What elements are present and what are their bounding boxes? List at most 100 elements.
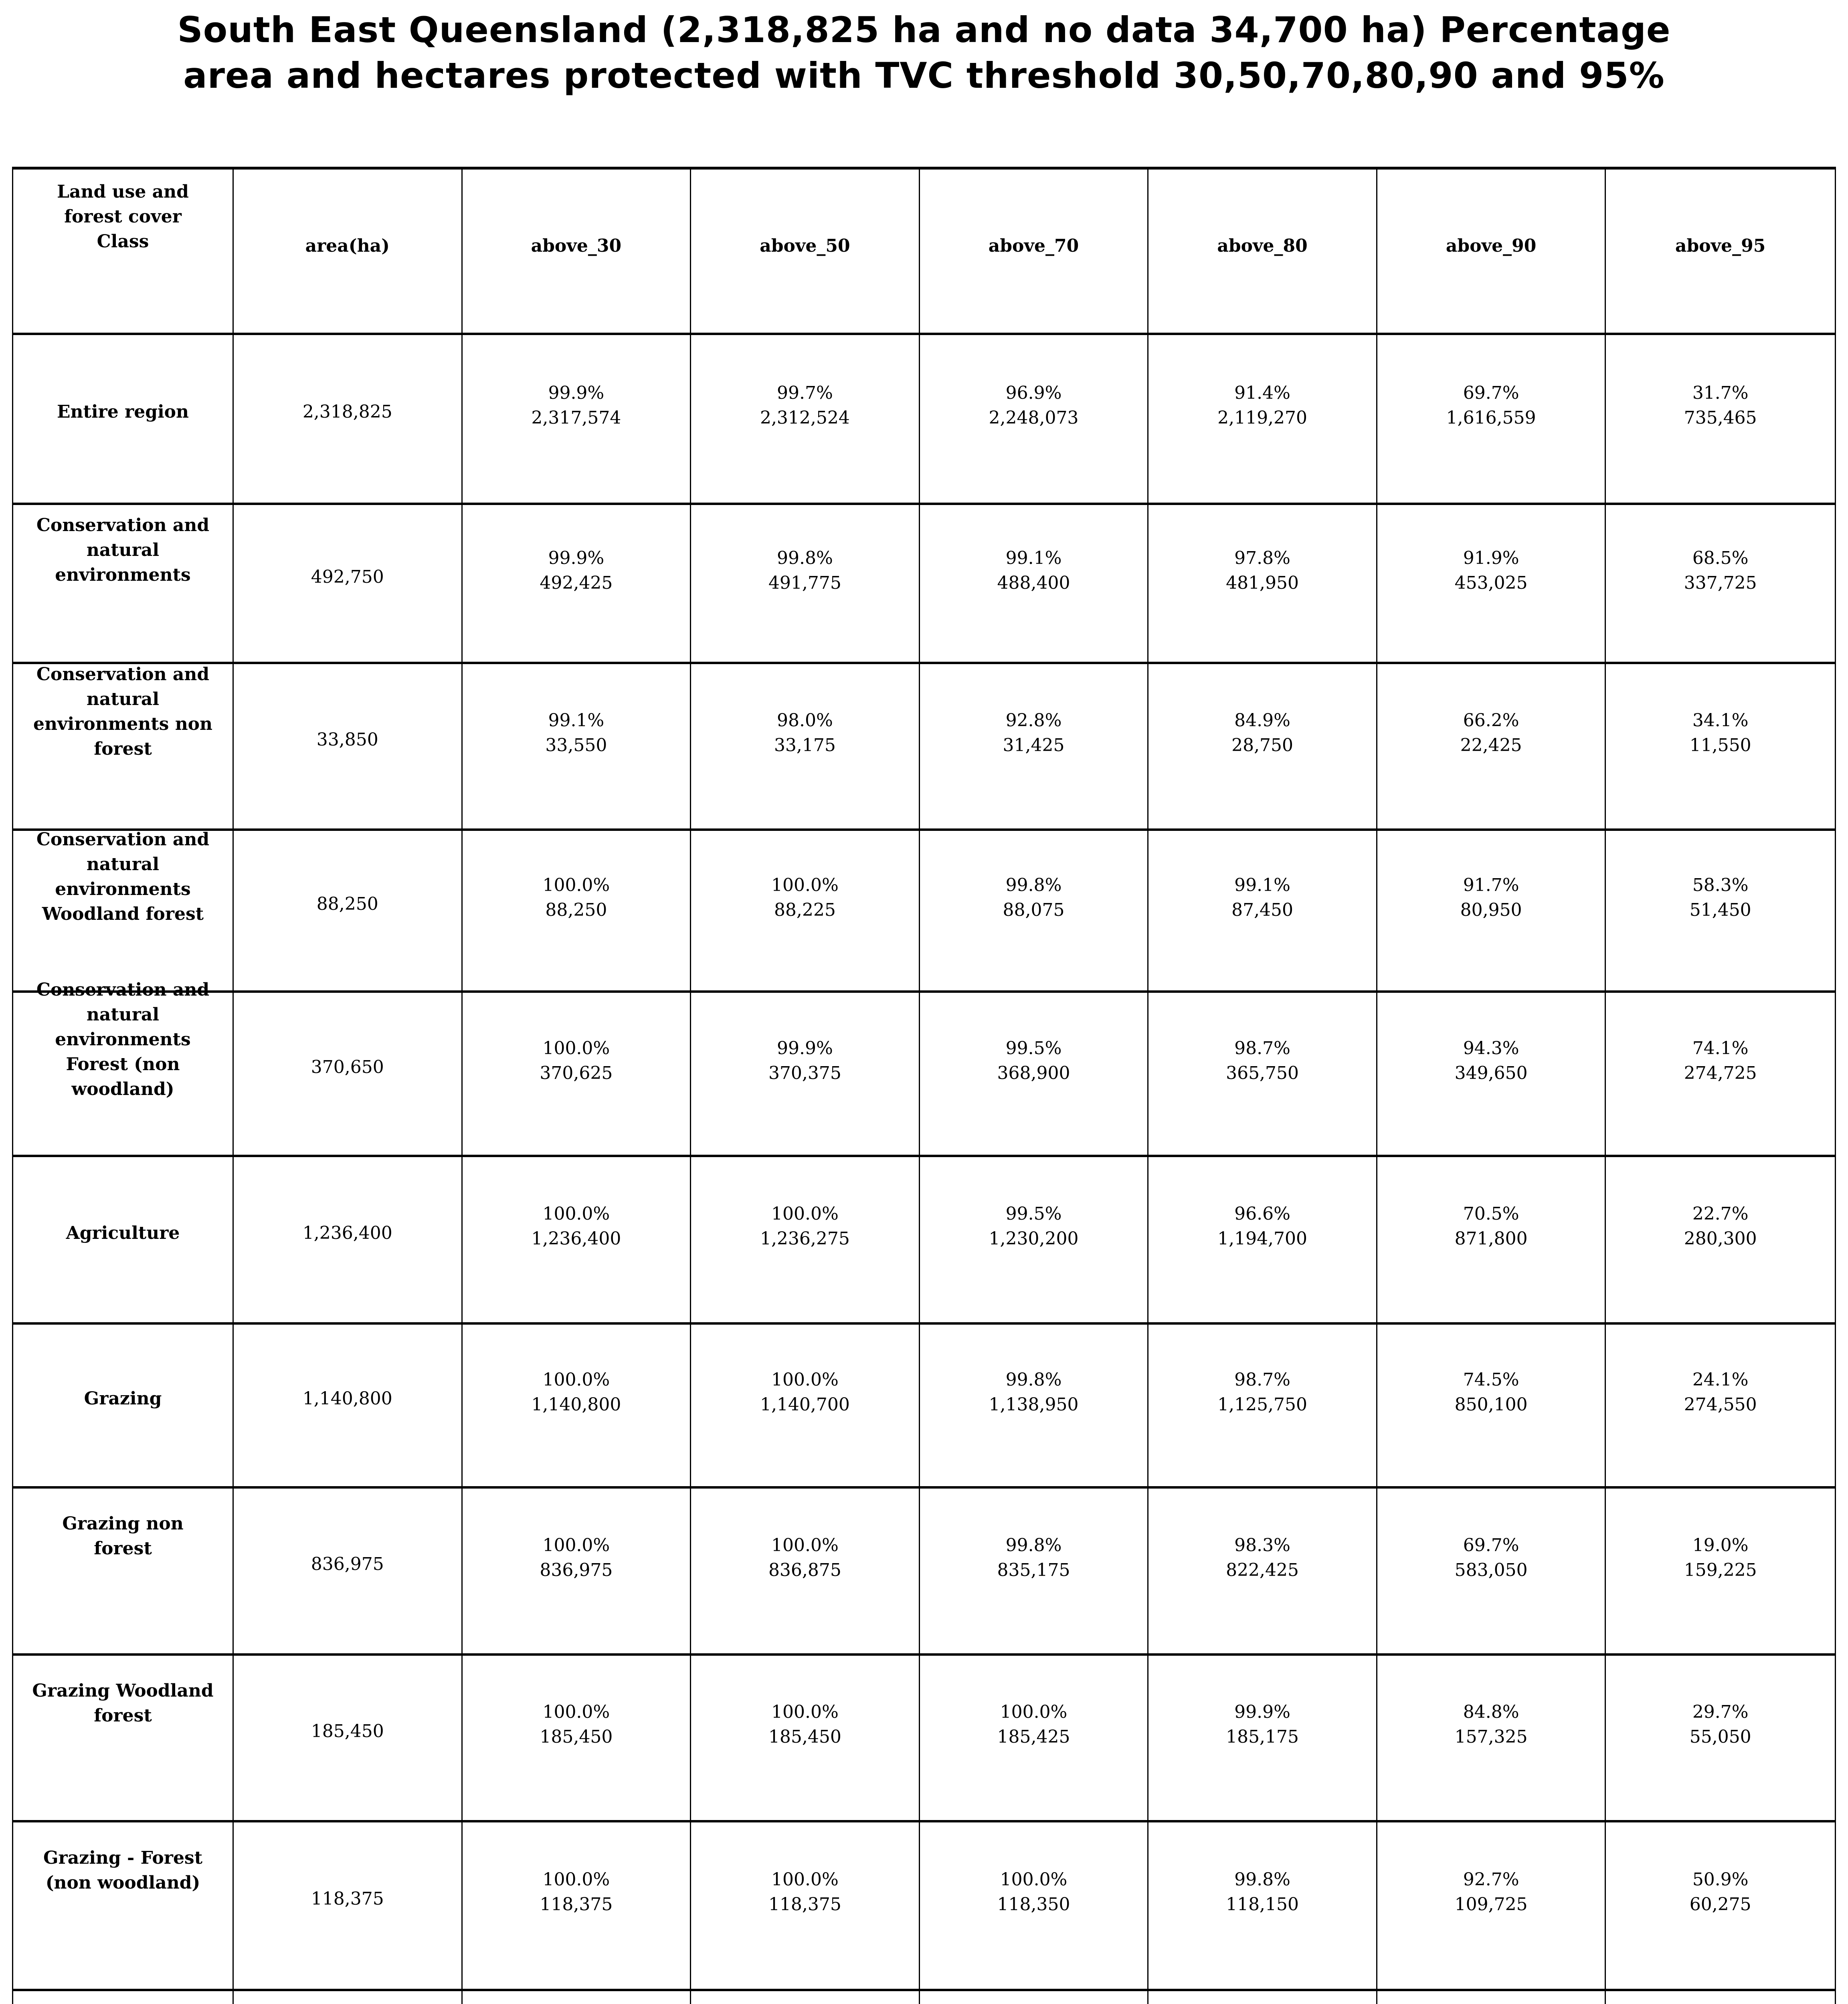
hectares-value: 836,975 xyxy=(540,1560,613,1580)
percent-value: 19.0% xyxy=(1692,1535,1749,1556)
percent-value: 100.0% xyxy=(771,1869,839,1890)
percent-value: 84.8% xyxy=(1463,1702,1519,1723)
value-cell: 74.5% 850,100 xyxy=(1377,1325,1606,1489)
value-cell: 4.1%2,825 xyxy=(1606,1991,1835,2004)
hectares-value: 28,750 xyxy=(1231,735,1294,756)
value-cell: 50.9% 60,275 xyxy=(1606,1822,1835,1991)
hectares-value: 1,230,200 xyxy=(989,1228,1079,1249)
value-cell: 91.9% 453,025 xyxy=(1377,505,1606,664)
area-cell: 69,550 xyxy=(234,1991,463,2004)
col-header-above-30: above_30 xyxy=(462,170,691,335)
percent-value: 96.9% xyxy=(1005,382,1062,403)
row-label: Conservation and natural environments Wo… xyxy=(13,829,234,993)
value-cell: 70.5% 871,800 xyxy=(1377,1157,1606,1325)
hectares-value: 33,175 xyxy=(774,735,836,756)
value-cell: 100.0% 1,140,700 xyxy=(691,1325,920,1489)
col-header-area: area(ha) xyxy=(234,170,463,335)
hectares-value: 157,325 xyxy=(1454,1727,1528,1747)
hectares-value: 2,119,270 xyxy=(1217,407,1308,428)
percent-value: 99.8% xyxy=(777,548,833,569)
percent-value: 98.3% xyxy=(1234,1535,1290,1556)
value-cell: 92.7% 109,725 xyxy=(1377,1822,1606,1991)
value-cell: 69.4%48,250 xyxy=(1148,1991,1377,2004)
hectares-value: 88,075 xyxy=(1003,900,1065,921)
percent-value: 91.7% xyxy=(1463,875,1519,896)
value-cell: 98.0% 33,175 xyxy=(691,664,920,831)
area-cell: 2,318,825 xyxy=(234,335,463,505)
percent-value: 98.0% xyxy=(777,710,833,731)
hectares-value: 33,550 xyxy=(545,735,607,756)
row-label: Grazing Woodland forest xyxy=(13,1656,234,1822)
hectares-value: 185,450 xyxy=(768,1727,841,1747)
value-cell: 99.1% 87,450 xyxy=(1148,831,1377,993)
col-header-above-70: above_70 xyxy=(920,170,1149,335)
hectares-value: 185,450 xyxy=(540,1727,613,1747)
hectares-value: 274,550 xyxy=(1684,1394,1757,1415)
percent-value: 100.0% xyxy=(542,1370,610,1390)
value-cell: 18.6%12,925 xyxy=(1377,1991,1606,2004)
percent-value: 100.0% xyxy=(771,1204,839,1224)
value-cell: 97.8% 481,950 xyxy=(1148,505,1377,664)
report-title: South East Queensland (2,318,825 ha and … xyxy=(177,9,1671,96)
value-cell: 95.1%66,125 xyxy=(920,1991,1149,2004)
value-cell: 100.0% 836,975 xyxy=(462,1489,691,1656)
value-cell: 100.0% 88,225 xyxy=(691,831,920,993)
value-cell: 100.0% 185,450 xyxy=(462,1656,691,1822)
percent-value: 34.1% xyxy=(1692,710,1749,731)
percent-value: 100.0% xyxy=(542,1038,610,1059)
percent-value: 91.4% xyxy=(1234,382,1290,403)
hectares-value: 109,725 xyxy=(1454,1894,1528,1915)
hectares-value: 850,100 xyxy=(1454,1394,1528,1415)
hectares-value: 1,194,700 xyxy=(1217,1228,1308,1249)
hectares-value: 118,375 xyxy=(540,1894,613,1915)
percent-value: 99.9% xyxy=(548,548,605,569)
value-cell: 99.5% 368,900 xyxy=(920,993,1149,1157)
value-cell: 99.1% 33,550 xyxy=(462,664,691,831)
value-cell: 99.7% 2,312,524 xyxy=(691,335,920,505)
percent-value: 69.7% xyxy=(1463,382,1519,403)
hectares-value: 2,317,574 xyxy=(531,407,621,428)
area-cell: 185,450 xyxy=(234,1656,463,1822)
area-cell: 1,236,400 xyxy=(234,1157,463,1325)
percent-value: 99.8% xyxy=(1005,1535,1062,1556)
value-cell: 99.8% 118,150 xyxy=(1148,1822,1377,1991)
hectares-value: 836,875 xyxy=(768,1560,841,1580)
row-label: Irrigation xyxy=(13,1991,234,2004)
percent-value: 100.0% xyxy=(771,1370,839,1390)
hectares-value: 80,950 xyxy=(1460,900,1522,921)
hectares-value: 280,300 xyxy=(1684,1228,1757,1249)
value-cell: 98.7% 1,125,750 xyxy=(1148,1325,1377,1489)
percent-value: 99.9% xyxy=(548,382,605,403)
percent-value: 99.8% xyxy=(1234,1869,1290,1890)
value-cell: 74.1% 274,725 xyxy=(1606,993,1835,1157)
value-cell: 69.7% 583,050 xyxy=(1377,1489,1606,1656)
percent-value: 99.9% xyxy=(777,1038,833,1059)
area-cell: 88,250 xyxy=(234,831,463,993)
value-cell: 100.0% 118,375 xyxy=(691,1822,920,1991)
hectares-value: 88,225 xyxy=(774,900,836,921)
hectares-value: 1,236,400 xyxy=(531,1228,621,1249)
value-cell: 92.8% 31,425 xyxy=(920,664,1149,831)
hectares-value: 51,450 xyxy=(1689,900,1751,921)
percent-value: 74.5% xyxy=(1463,1370,1519,1390)
value-cell: 91.4% 2,119,270 xyxy=(1148,335,1377,505)
hectares-value: 822,425 xyxy=(1226,1560,1299,1580)
hectares-value: 31,425 xyxy=(1003,735,1065,756)
percent-value: 68.5% xyxy=(1692,548,1749,569)
value-cell: 100.0%69,550 xyxy=(463,1991,691,2004)
percent-value: 66.2% xyxy=(1463,710,1519,731)
value-cell: 99.9% 2,317,574 xyxy=(462,335,691,505)
percent-value: 100.0% xyxy=(1000,1702,1068,1723)
col-header-above-50: above_50 xyxy=(691,170,920,335)
hectares-value: 365,750 xyxy=(1226,1063,1299,1083)
percent-value: 99.7% xyxy=(777,382,833,403)
percent-value: 29.7% xyxy=(1692,1702,1749,1723)
value-cell: 100.0% 185,425 xyxy=(920,1656,1149,1822)
hectares-value: 185,425 xyxy=(997,1727,1070,1747)
value-cell: 100.0% 118,375 xyxy=(462,1822,691,1991)
hectares-value: 118,350 xyxy=(997,1894,1070,1915)
value-cell: 69.7% 1,616,559 xyxy=(1377,335,1606,505)
hectares-value: 1,125,750 xyxy=(1217,1394,1308,1415)
value-cell: 22.7% 280,300 xyxy=(1606,1157,1835,1325)
